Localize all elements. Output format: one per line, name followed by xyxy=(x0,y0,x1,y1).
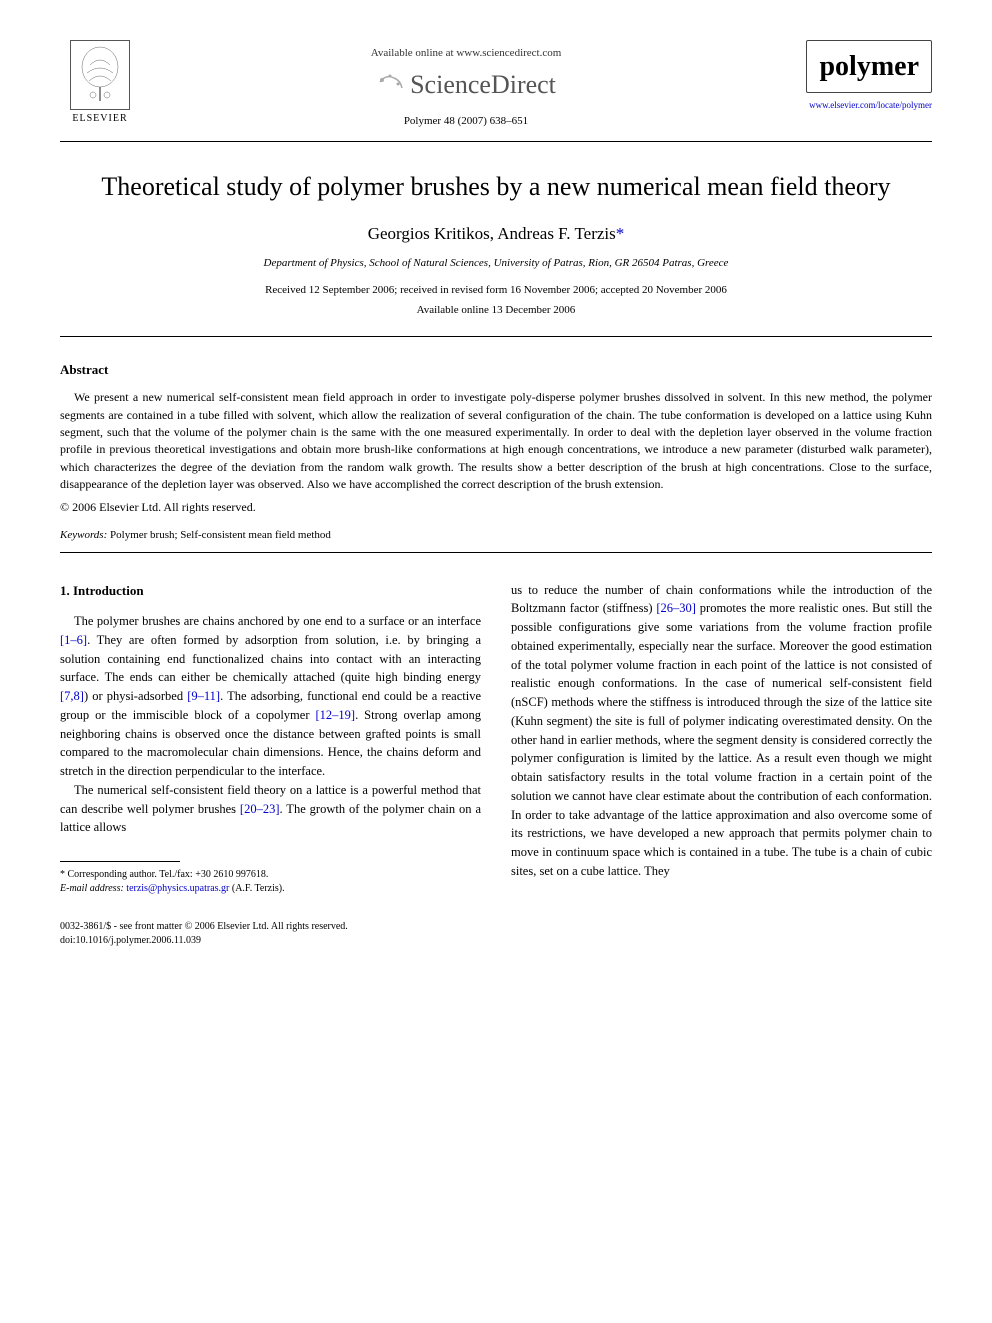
footnote-email-suffix: (A.F. Terzis). xyxy=(229,883,284,894)
footnote-email-link[interactable]: terzis@physics.upatras.gr xyxy=(124,883,230,894)
keywords-line: Keywords: Polymer brush; Self-consistent… xyxy=(60,528,932,543)
citation-7-8[interactable]: [7,8] xyxy=(60,689,84,703)
intro-paragraph-1: The polymer brushes are chains anchored … xyxy=(60,612,481,781)
abstract-text: We present a new numerical self-consiste… xyxy=(60,389,932,493)
header-row: ELSEVIER Available online at www.science… xyxy=(60,40,932,133)
authors-line: Georgios Kritikos, Andreas F. Terzis* xyxy=(60,222,932,246)
keywords-text: Polymer brush; Self-consistent mean fiel… xyxy=(107,529,331,541)
article-title: Theoretical study of polymer brushes by … xyxy=(60,170,932,204)
elsevier-logo-block: ELSEVIER xyxy=(60,40,140,126)
affiliation: Department of Physics, School of Natural… xyxy=(60,256,932,271)
received-dates: Received 12 September 2006; received in … xyxy=(60,283,932,298)
citation-20-23[interactable]: [20–23] xyxy=(240,802,280,816)
footer-block: 0032-3861/$ - see front matter © 2006 El… xyxy=(60,920,932,948)
header-right: polymer www.elsevier.com/locate/polymer xyxy=(792,40,932,112)
footnote-email-line: E-mail address: terzis@physics.upatras.g… xyxy=(60,882,481,896)
journal-reference: Polymer 48 (2007) 638–651 xyxy=(140,114,792,129)
footnote-corresponding: * Corresponding author. Tel./fax: +30 26… xyxy=(60,868,481,882)
sciencedirect-swoosh-icon xyxy=(376,70,404,101)
available-online-text: Available online at www.sciencedirect.co… xyxy=(140,46,792,61)
elsevier-tree-icon xyxy=(70,40,130,110)
citation-1-6[interactable]: [1–6] xyxy=(60,633,87,647)
abstract-heading: Abstract xyxy=(60,361,932,379)
sciencedirect-text: ScienceDirect xyxy=(410,67,556,103)
header-center: Available online at www.sciencedirect.co… xyxy=(140,40,792,133)
abstract-block: Abstract We present a new numerical self… xyxy=(60,361,932,544)
footnote-separator xyxy=(60,861,180,862)
abstract-bottom-divider xyxy=(60,552,932,553)
citation-26-30[interactable]: [26–30] xyxy=(656,601,696,615)
intro-continuation: us to reduce the number of chain conform… xyxy=(511,581,932,881)
footer-doi: doi:10.1016/j.polymer.2006.11.039 xyxy=(60,934,932,948)
footer-front-matter: 0032-3861/$ - see front matter © 2006 El… xyxy=(60,920,932,934)
header-divider xyxy=(60,141,932,142)
keywords-label: Keywords: xyxy=(60,529,107,541)
introduction-heading: 1. Introduction xyxy=(60,581,481,601)
abstract-top-divider xyxy=(60,336,932,337)
sciencedirect-logo: ScienceDirect xyxy=(140,67,792,103)
authors-names: Georgios Kritikos, Andreas F. Terzis xyxy=(368,224,616,243)
available-online-date: Available online 13 December 2006 xyxy=(60,303,932,318)
column-right: us to reduce the number of chain conform… xyxy=(511,581,932,897)
intro-paragraph-2: The numerical self-consistent field theo… xyxy=(60,781,481,837)
body-columns: 1. Introduction The polymer brushes are … xyxy=(60,581,932,897)
citation-9-11[interactable]: [9–11] xyxy=(187,689,220,703)
citation-12-19[interactable]: [12–19] xyxy=(315,708,355,722)
journal-url-link[interactable]: www.elsevier.com/locate/polymer xyxy=(792,99,932,112)
elsevier-label: ELSEVIER xyxy=(72,112,127,126)
copyright-line: © 2006 Elsevier Ltd. All rights reserved… xyxy=(60,499,932,516)
footnote-email-label: E-mail address: xyxy=(60,883,124,894)
column-left: 1. Introduction The polymer brushes are … xyxy=(60,581,481,897)
corresponding-asterisk: * xyxy=(616,224,625,243)
polymer-logo: polymer xyxy=(806,40,932,93)
